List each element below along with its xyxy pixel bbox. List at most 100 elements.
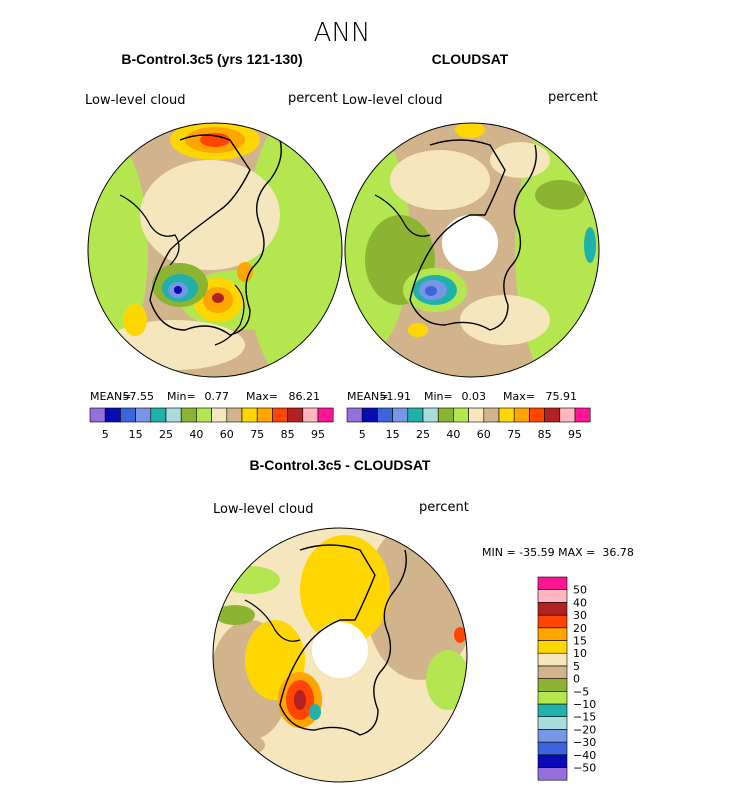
panel3-colorbar-swatch-5 — [537, 703, 568, 717]
panel3-colorbar-tick-label: 10 — [573, 647, 587, 660]
panel3-colorbar-tick-label: 40 — [573, 596, 587, 609]
panel2-title: CLOUDSAT — [432, 51, 509, 67]
panel1-colorbar-swatch-1 — [104, 407, 121, 423]
panel3-colorbar-tick-label: 20 — [573, 622, 587, 635]
panel2-colorbar-tick-label: 15 — [386, 428, 400, 441]
panel2-mean-label: MEAN= — [347, 390, 388, 403]
panel1-map-border — [87, 122, 343, 378]
panel3-variable-label: Low-level cloud — [213, 502, 314, 517]
panel3-colorbar-swatch-4 — [537, 716, 568, 730]
panel1-colorbar: 5 15 25 40 60 75 85 95 — [89, 407, 334, 441]
panel1-title: B-Control.3c5 (yrs 121-130) — [121, 51, 302, 67]
panel2-colorbar-swatch-13 — [544, 407, 561, 423]
panel1-colorbar-tick-label: 85 — [281, 428, 295, 441]
panel3-colorbar-swatch-3 — [537, 729, 568, 743]
panel1-mean-value: 57.55 — [123, 390, 155, 403]
panel1-max-value: 86.21 — [289, 390, 321, 403]
panel1-mean-label: MEAN= — [90, 390, 131, 403]
panel3-colorbar-tick-label: 0 — [573, 673, 580, 686]
panel2-colorbar-swatch-14 — [559, 407, 576, 423]
panel3-colorbar-swatch-15 — [537, 576, 568, 590]
panel1-colorbar-swatch-12 — [272, 407, 288, 423]
panel1-min-label: Min= — [167, 390, 196, 403]
panel1-colorbar-tick-label: 40 — [189, 428, 203, 441]
panel3-colorbar-swatch-6 — [537, 690, 568, 705]
panel3-colorbar-swatch-1 — [537, 754, 568, 768]
panel1-variable-label: Low-level cloud — [85, 93, 186, 108]
panel2-colorbar-swatch-4 — [407, 407, 424, 423]
panel3-colorbar-tick-label: 50 — [573, 584, 587, 597]
panel2-units-label: percent — [548, 90, 598, 105]
panel2-colorbar-swatch-5 — [422, 407, 439, 423]
panel1-max-label: Max= — [246, 390, 278, 403]
panel1-colorbar-tick-label: 60 — [220, 428, 234, 441]
panel3-units-label: percent — [419, 500, 469, 515]
panel3-colorbar-tick-label: 5 — [573, 660, 580, 673]
panel1-colorbar-tick-label: 5 — [102, 428, 109, 441]
panel3-colorbar-tick-label: −20 — [573, 723, 596, 736]
panel1-colorbar-swatch-6 — [180, 407, 197, 423]
panel3-colorbar-swatch-7 — [537, 678, 568, 692]
panel3-colorbar-tick-label: −15 — [573, 711, 596, 724]
panel1-colorbar-swatch-4 — [150, 407, 167, 423]
panel3-colorbar-swatch-9 — [537, 652, 568, 667]
panel2-colorbar-tick-label: 5 — [359, 428, 366, 441]
panel1-colorbar-swatch-3 — [135, 407, 152, 423]
panel3-colorbar-tick-label: 15 — [573, 635, 587, 648]
panel2-map-border — [344, 122, 600, 378]
panel1-colorbar-swatch-13 — [287, 407, 304, 423]
panel2-mean-value: 51.91 — [380, 390, 412, 403]
panel1-colorbar-swatch-7 — [196, 407, 212, 423]
panel2-colorbar-tick-label: 75 — [507, 428, 521, 441]
panel2-colorbar-swatch-9 — [483, 407, 500, 423]
panel2-min-value: 0.03 — [462, 390, 487, 403]
panel1-colorbar-tick-label: 25 — [159, 428, 173, 441]
panel3-colorbar-tick-label: −40 — [573, 749, 596, 762]
panel1-stats: MEAN= 57.55 Min= 0.77 Max= 86.21 — [90, 390, 320, 403]
panel1-colorbar-swatch-0 — [89, 407, 106, 423]
panel2-stats: MEAN= 51.91 Min= 0.03 Max= 75.91 — [347, 390, 577, 403]
panel1-colorbar-swatch-14 — [302, 407, 319, 423]
panel1-colorbar-swatch-5 — [165, 407, 182, 423]
panel1-colorbar-swatch-2 — [120, 407, 136, 423]
panel2-max-value: 75.91 — [546, 390, 578, 403]
panel1-colorbar-tick-label: 75 — [250, 428, 264, 441]
panel1-map — [88, 123, 342, 377]
panel3-colorbar-tick-label: −10 — [573, 698, 596, 711]
panel1-colorbar-tick-label: 15 — [129, 428, 143, 441]
panel2-variable-label: Low-level cloud — [342, 93, 443, 108]
panel2-colorbar-swatch-2 — [377, 407, 393, 423]
panel3-colorbar-swatch-14 — [537, 589, 568, 603]
panel1-units-label: percent — [288, 91, 338, 106]
panel2-colorbar-tick-label: 60 — [477, 428, 491, 441]
panel3-stats: MIN = -35.59 MAX = 36.78 — [482, 546, 634, 559]
panel1-colorbar-swatch-15 — [317, 407, 334, 423]
panel3-colorbar-swatch-0 — [537, 767, 568, 781]
panel2-min-label: Min= — [424, 390, 453, 403]
panel2-colorbar-swatch-10 — [498, 407, 515, 423]
panel3-colorbar-swatch-11 — [537, 627, 568, 641]
panel1-colorbar-tick-label: 95 — [311, 428, 325, 441]
panel2-colorbar-tick-label: 95 — [568, 428, 582, 441]
panel3-colorbar-swatch-2 — [537, 741, 568, 756]
panel1-colorbar-swatch-9 — [226, 407, 243, 423]
panel2-colorbar-swatch-12 — [529, 407, 545, 423]
panel3-map — [213, 528, 467, 782]
panel1-colorbar-swatch-10 — [241, 407, 258, 423]
panel3-colorbar-tick-label: −50 — [573, 762, 596, 775]
panel3-title: B-Control.3c5 - CLOUDSAT — [250, 457, 431, 473]
panel2-colorbar-swatch-11 — [513, 407, 530, 423]
panel3-colorbar-tick-label: −30 — [573, 736, 596, 749]
panel2-colorbar-swatch-7 — [453, 407, 469, 423]
panel3-colorbar-tick-label: −5 — [573, 685, 589, 698]
panel2-max-label: Max= — [503, 390, 535, 403]
panel3-colorbar-swatch-8 — [537, 665, 568, 679]
panel1-min-value: 0.77 — [205, 390, 230, 403]
figure-title: ANN — [314, 18, 371, 48]
panel3-colorbar-tick-label: 30 — [573, 609, 587, 622]
panel3-colorbar-swatch-10 — [537, 640, 568, 654]
panel2-colorbar-tick-label: 25 — [416, 428, 430, 441]
panel2-colorbar-tick-label: 85 — [538, 428, 552, 441]
